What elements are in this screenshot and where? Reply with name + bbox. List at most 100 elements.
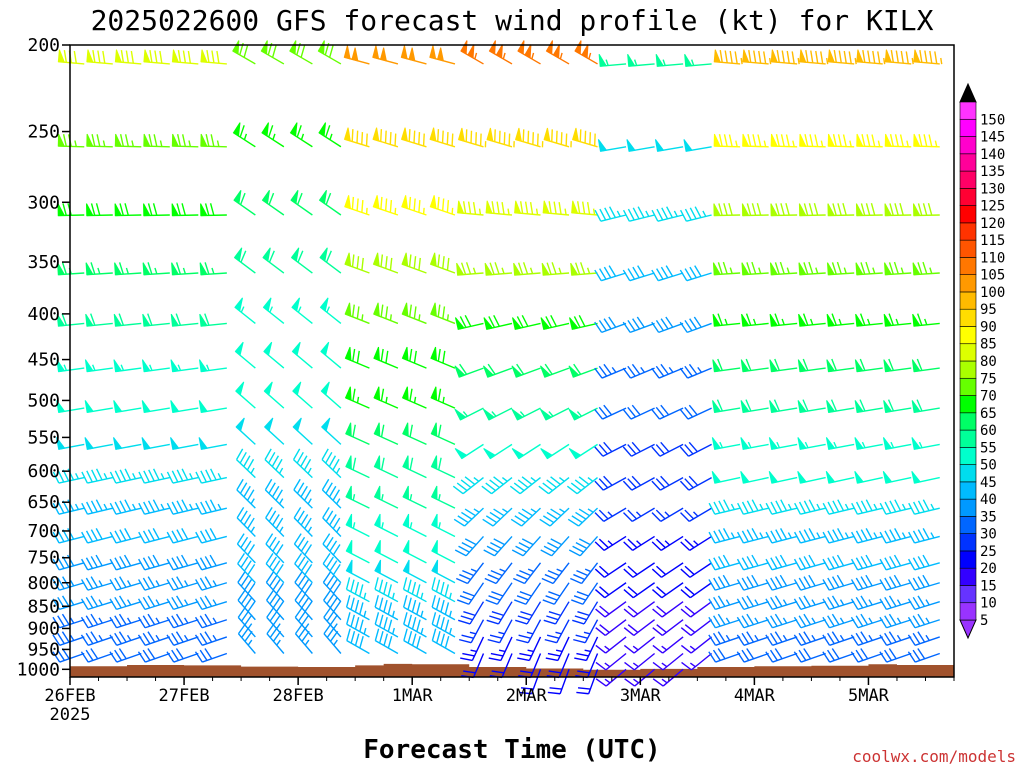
barb-full-feather xyxy=(894,528,902,540)
wind-barb xyxy=(293,478,313,509)
wind-barb xyxy=(372,127,399,148)
barb-staff xyxy=(469,601,485,625)
colorbar-swatch xyxy=(959,567,977,586)
barb-full-feather xyxy=(543,619,556,625)
barb-full-feather xyxy=(90,203,96,216)
barb-full-feather xyxy=(521,476,533,485)
barb-full-feather xyxy=(97,50,101,63)
barb-half-feather xyxy=(449,610,452,618)
barb-half-feather xyxy=(279,526,284,533)
barb-full-feather xyxy=(272,560,281,572)
barb-pennant xyxy=(430,302,437,317)
wind-barb xyxy=(266,606,285,638)
wind-barb xyxy=(403,612,427,638)
barb-half-feather xyxy=(409,522,413,529)
barb-full-feather xyxy=(837,528,845,540)
barb-full-feather xyxy=(879,579,887,591)
barb-half-feather xyxy=(502,508,509,513)
barb-full-feather xyxy=(329,630,339,642)
barb-pennant xyxy=(543,127,551,142)
barb-full-feather xyxy=(631,475,642,486)
barb-half-feather xyxy=(392,627,395,635)
barb-pennant xyxy=(797,437,807,450)
barb-pennant xyxy=(826,359,836,373)
barb-staff xyxy=(468,582,485,605)
barb-full-feather xyxy=(95,554,103,567)
barb-full-feather xyxy=(623,589,634,599)
barb-pennant xyxy=(56,313,66,327)
barb-pennant xyxy=(372,127,380,142)
barb-full-feather xyxy=(803,576,811,588)
barb-half-feather xyxy=(92,364,96,371)
wind-barb xyxy=(80,613,113,629)
wind-barb xyxy=(736,574,769,591)
barb-full-feather xyxy=(741,615,750,627)
barb-full-feather xyxy=(95,528,103,540)
wind-barb xyxy=(679,316,712,334)
barb-full-feather xyxy=(175,613,184,626)
barb-full-feather xyxy=(855,530,863,543)
barb-full-feather xyxy=(888,358,895,371)
barb-half-feather xyxy=(911,57,914,65)
wind-barb xyxy=(402,485,427,509)
wind-barb xyxy=(651,206,684,222)
barb-full-feather xyxy=(837,499,845,511)
barb-full-feather xyxy=(540,549,552,557)
wind-barb xyxy=(290,189,313,216)
barb-half-feather xyxy=(725,617,731,624)
barb-full-feather xyxy=(268,451,276,464)
barb-full-feather xyxy=(872,50,876,64)
barb-full-feather xyxy=(237,589,246,601)
wind-barb xyxy=(708,613,741,629)
barb-full-feather xyxy=(802,313,809,326)
wind-barb xyxy=(57,49,85,65)
barb-half-feather xyxy=(776,441,781,449)
colorbar-swatch xyxy=(959,550,977,569)
wind-barb xyxy=(740,399,769,413)
barb-full-feather xyxy=(708,616,716,629)
barb-pennant xyxy=(57,262,66,276)
barb-pennant xyxy=(741,262,750,276)
barb-full-feather xyxy=(516,573,528,581)
barb-pennant xyxy=(798,203,807,217)
barb-full-feather xyxy=(80,616,89,629)
wind-barb xyxy=(737,499,769,515)
barb-full-feather xyxy=(548,670,562,674)
wind-barb xyxy=(430,386,456,409)
barb-full-feather xyxy=(459,595,472,601)
barb-full-feather xyxy=(547,652,561,657)
barb-half-feather xyxy=(69,617,75,624)
barb-full-feather xyxy=(575,511,587,520)
barb-full-feather xyxy=(603,266,612,279)
wind-barb xyxy=(52,576,85,591)
barb-full-feather xyxy=(356,130,359,143)
barb-full-feather xyxy=(176,203,182,216)
barb-full-feather xyxy=(627,586,638,596)
barb-half-feather xyxy=(74,140,77,147)
barb-staff xyxy=(661,619,684,636)
barb-full-feather xyxy=(244,630,253,642)
barb-pennant xyxy=(289,122,298,137)
wind-barb xyxy=(736,595,769,611)
barb-full-feather xyxy=(304,600,313,612)
barb-full-feather xyxy=(402,577,408,590)
wind-barb xyxy=(457,601,485,625)
barb-full-feather xyxy=(272,540,281,552)
wind-barb xyxy=(712,261,741,276)
barb-pennant xyxy=(769,262,779,276)
barb-pennant xyxy=(141,437,152,450)
wind-barb xyxy=(344,252,370,274)
colorbar-label: 120 xyxy=(980,216,1005,232)
barb-full-feather xyxy=(211,50,215,63)
barb-full-feather xyxy=(770,557,778,569)
barb-half-feather xyxy=(555,649,563,653)
barb-full-feather xyxy=(550,315,557,327)
barb-pennant xyxy=(627,53,636,67)
barb-full-feather xyxy=(206,50,210,63)
barb-full-feather xyxy=(109,651,118,663)
barb-full-feather xyxy=(440,617,445,630)
barb-full-feather xyxy=(728,134,733,147)
barb-pennant xyxy=(235,417,245,432)
wind-barb xyxy=(765,528,798,544)
wind-barb xyxy=(109,613,142,629)
